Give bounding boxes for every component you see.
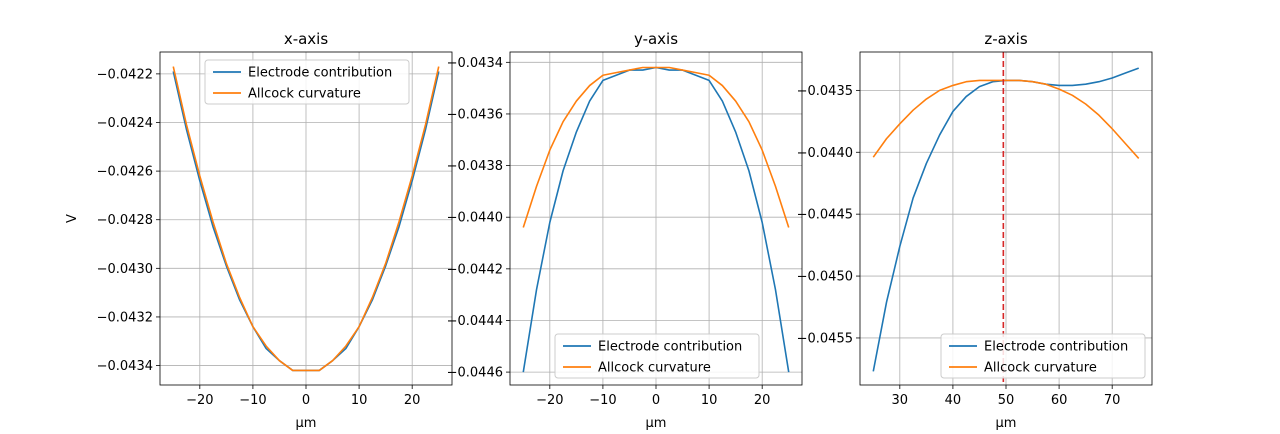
legend-label: Electrode contribution [598,340,742,355]
x-tick-label: −20 [186,393,213,408]
chart-title: y-axis [634,30,678,48]
x-tick-label: 10 [701,393,718,408]
y-tick-label: −0.0450 [797,270,853,285]
legend: Electrode contribution Allcock curvature [554,333,760,379]
y-tick-label: −0.0444 [447,314,503,329]
x-tick-label: 0 [652,393,660,408]
y-tick-label: −0.0435 [797,84,853,99]
x-axis-label: µm [296,416,317,431]
series-line-allcock-curvature [522,66,790,228]
y-tick-label: −0.0440 [797,146,853,161]
x-tick-label: −20 [536,393,563,408]
y-tick-label: −0.0424 [97,116,153,131]
legend-box [204,59,410,105]
y-tick-label: −0.0445 [797,208,853,223]
x-tick-label: 10 [351,393,368,408]
subplot-2: −20 −10 0 10 20 −0.0446 −0.0444 −0.0442 −0.0440 −… [447,30,803,431]
legend-box [940,333,1146,379]
y-tick-label: −0.0422 [97,67,153,82]
series-line-allcock-curvature [172,66,440,372]
legend-label: Allcock curvature [248,87,361,102]
x-tick-label: 20 [754,393,771,408]
y-tick-label: −0.0432 [97,310,153,325]
x-tick-label: −10 [239,393,266,408]
subplot-1: −20 −10 0 10 20 −0.0434 −0.0432 −0.0430 −0.0428 −… [65,30,453,431]
legend-label: Allcock curvature [984,361,1097,376]
plot-frame [159,51,453,386]
x-tick-label: 60 [1051,393,1068,408]
legend-label: Electrode contribution [984,340,1128,355]
plot-frame [859,51,1153,386]
y-tick-label: −0.0428 [97,213,153,228]
y-tick-label: −0.0434 [97,359,153,374]
y-tick-label: −0.0434 [447,56,503,71]
y-axis-label: V [65,214,80,223]
series-line-allcock-curvature [872,79,1140,159]
x-tick-label: 40 [945,393,962,408]
subplot-3: 30 40 50 60 70 −0.0455 −0.0450 −0.0445 −0.0440 −0… [797,30,1153,431]
y-tick-label: −0.0446 [447,366,503,381]
legend: Electrode contribution Allcock curvature [204,59,410,105]
x-tick-label: 20 [404,393,421,408]
x-tick-label: −10 [589,393,616,408]
x-tick-label: 50 [998,393,1015,408]
plot-frame [509,51,803,386]
x-axis-label: µm [646,416,667,431]
legend: Electrode contribution Allcock curvature [940,333,1146,379]
legend-label: Allcock curvature [598,361,711,376]
x-axis-label: µm [996,416,1017,431]
x-tick-label: 30 [892,393,909,408]
x-tick-label: 0 [302,393,310,408]
legend-label: Electrode contribution [248,66,392,81]
y-tick-label: −0.0442 [447,262,503,277]
legend-box [554,333,760,379]
chart-title: x-axis [284,30,329,48]
y-tick-label: −0.0436 [447,107,503,122]
x-tick-label: 70 [1104,393,1121,408]
y-tick-label: −0.0430 [97,262,153,277]
y-tick-label: −0.0438 [447,159,503,174]
y-tick-label: −0.0426 [97,165,153,180]
y-tick-label: −0.0455 [797,331,853,346]
chart-title: z-axis [984,30,1028,48]
y-tick-label: −0.0440 [447,211,503,226]
